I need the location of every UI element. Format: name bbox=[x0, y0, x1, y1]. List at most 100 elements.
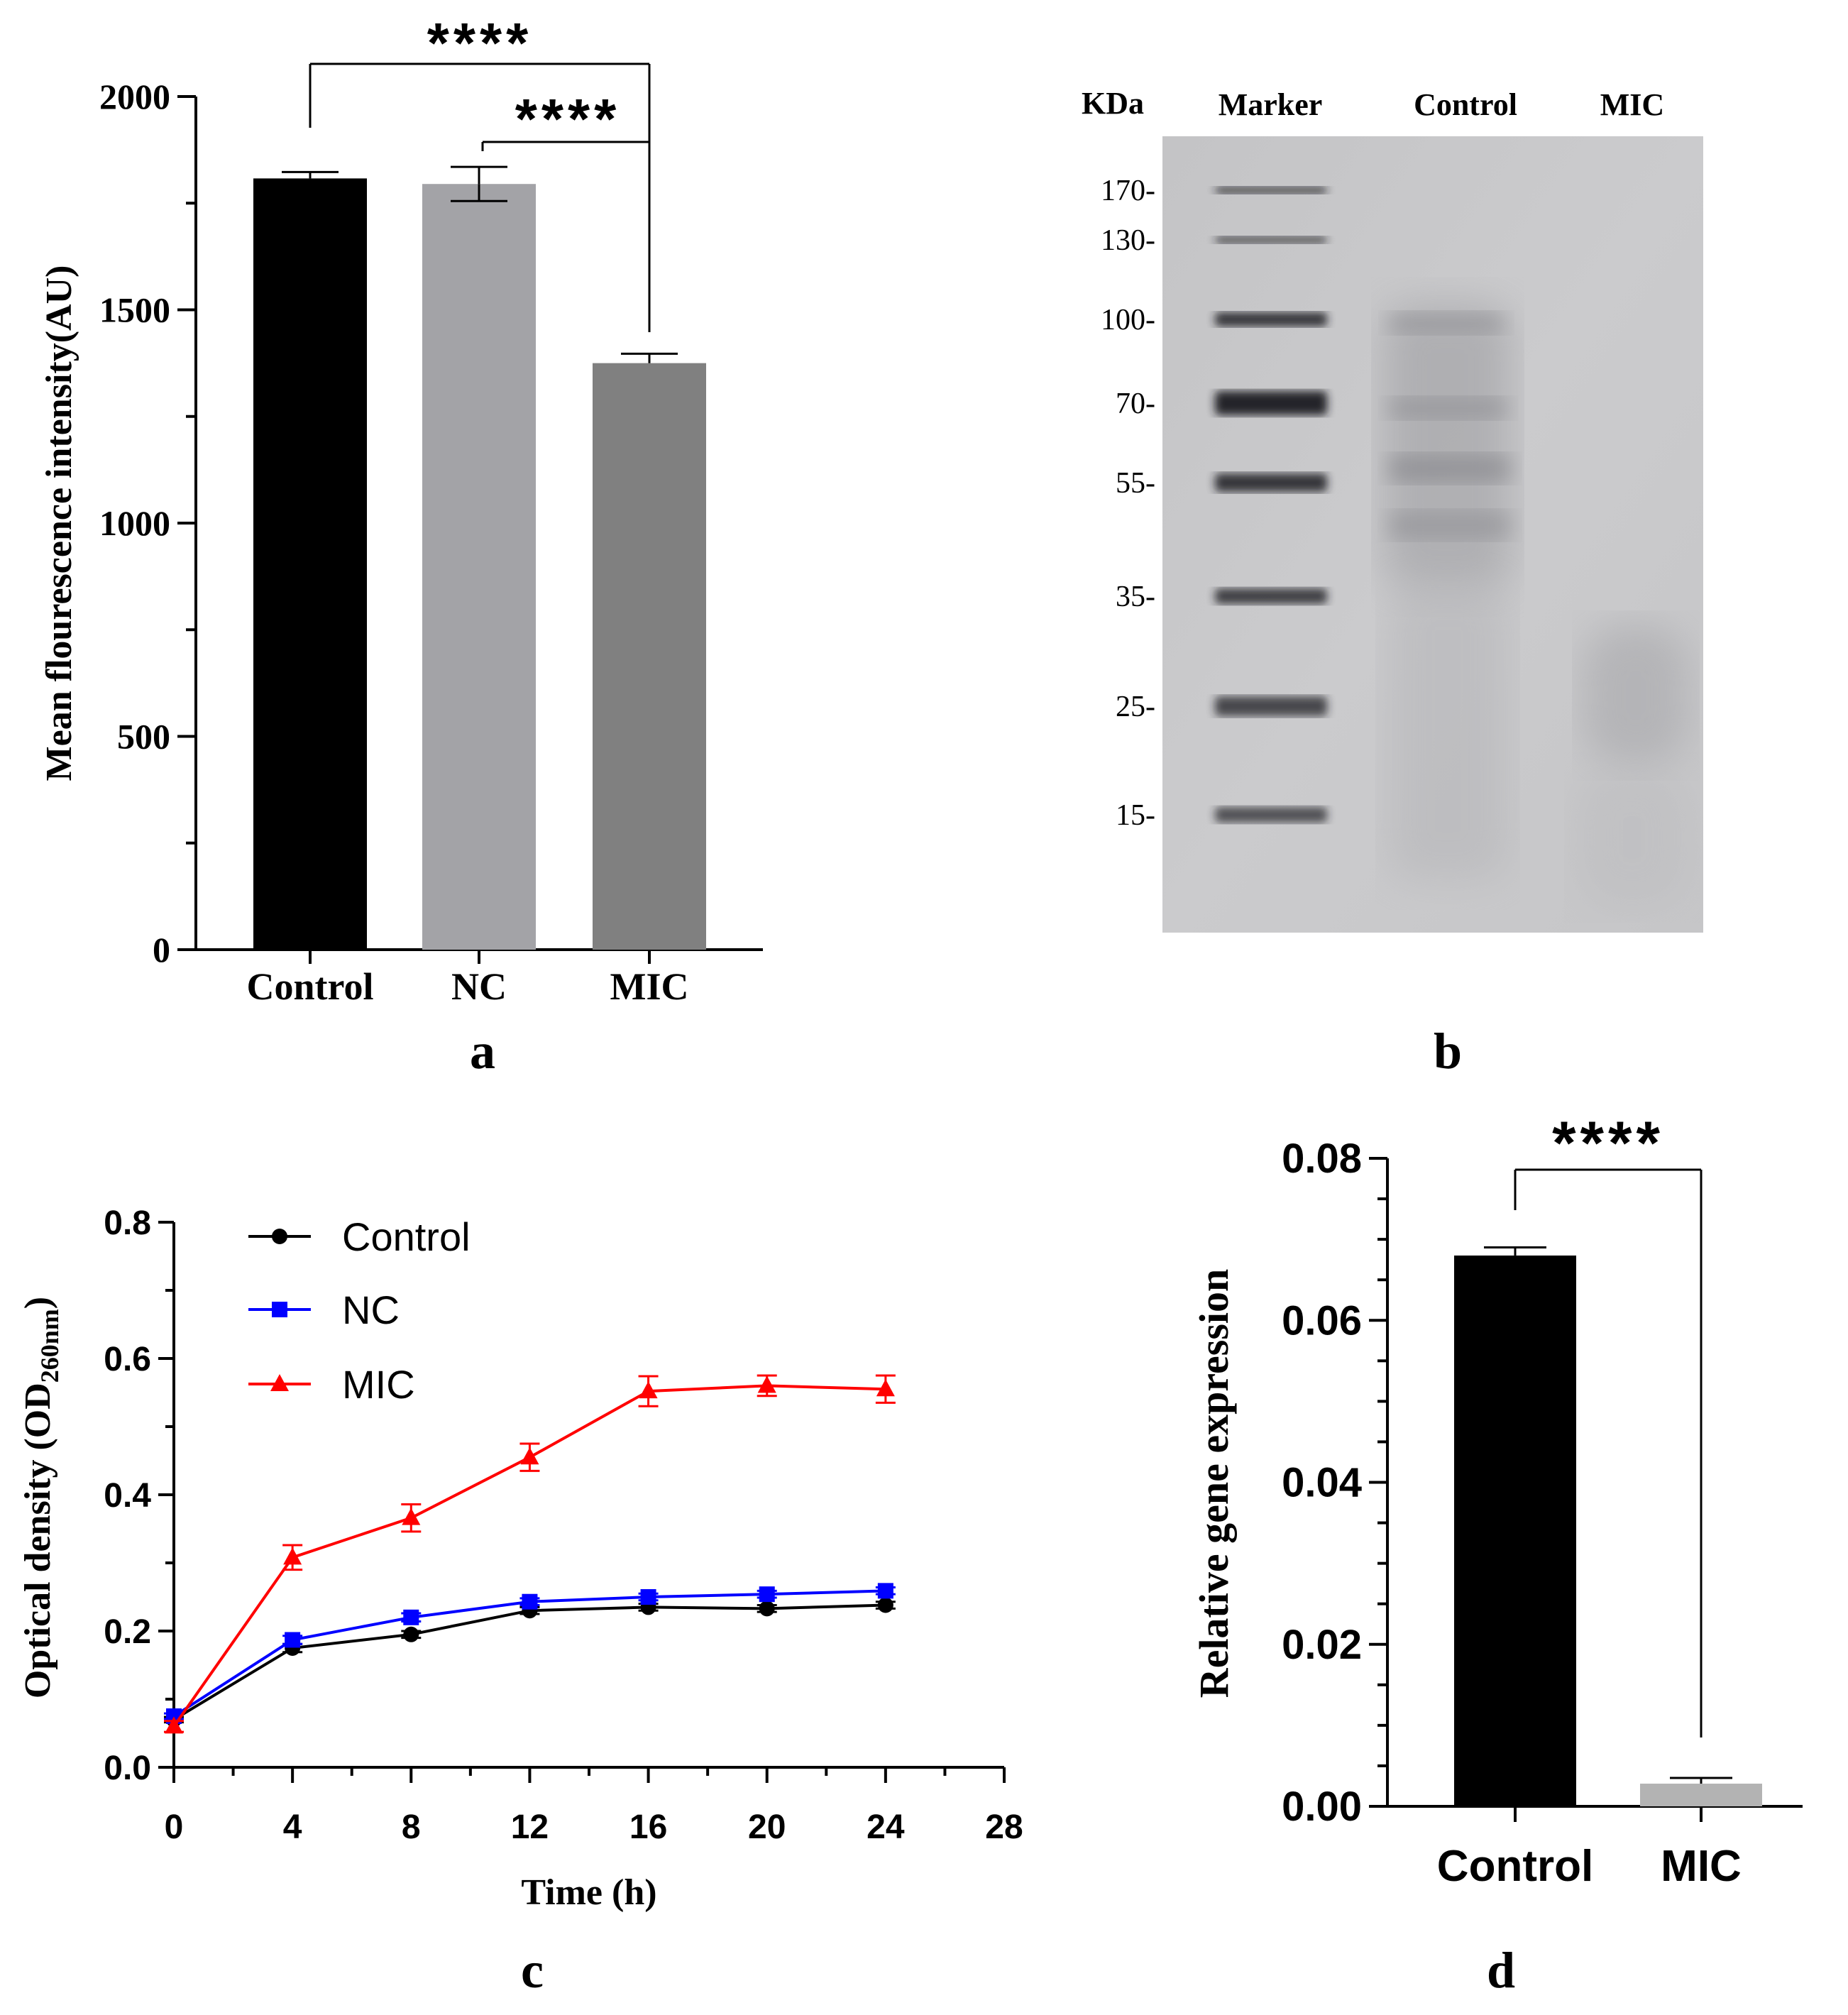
panel-a-bar-chart: 0 500 1000 1500 2000 Mean flourescence intens… bbox=[39, 11, 763, 1008]
gel-lane-label: MIC bbox=[1600, 87, 1664, 122]
data-point-nc bbox=[759, 1586, 775, 1603]
gel-control-band bbox=[1390, 397, 1507, 419]
gel-control-band bbox=[1390, 312, 1503, 334]
marker-size-label: 35- bbox=[1116, 581, 1155, 613]
gel-control-band bbox=[1390, 454, 1510, 483]
y-tick-label: 1000 bbox=[99, 503, 170, 543]
y-tick-label: 0.4 bbox=[104, 1477, 151, 1515]
marker-size-label: 55- bbox=[1116, 467, 1155, 500]
y-tick-label: 0.2 bbox=[104, 1613, 151, 1651]
gel-lane-label: Control bbox=[1414, 87, 1517, 122]
panel-label-b: b bbox=[1434, 1023, 1462, 1080]
x-tick-label: Control bbox=[1437, 1842, 1593, 1891]
panel-c-line-chart: 0.0 0.2 0.4 0.6 0.8 0 4 8 12 16 20 24 28 Time (h) Opti… bbox=[18, 1204, 1023, 1913]
x-tick-label: 16 bbox=[629, 1808, 667, 1846]
panel-d-bar-chart: 0.00 0.02 0.04 0.06 0.08 Relative gene expres… bbox=[1191, 1109, 1803, 1891]
y-tick-label: 0.08 bbox=[1282, 1136, 1362, 1182]
x-tick-label: MIC bbox=[1661, 1842, 1742, 1891]
marker-band bbox=[1215, 588, 1327, 604]
y-tick-label: 0.00 bbox=[1282, 1784, 1362, 1830]
x-tick-label: Control bbox=[246, 965, 373, 1008]
marker-size-label: 100- bbox=[1101, 304, 1155, 336]
bar-mic bbox=[1640, 1784, 1762, 1806]
legend-marker-control bbox=[272, 1229, 287, 1244]
data-point-mic bbox=[283, 1547, 302, 1565]
x-tick-label: MIC bbox=[610, 965, 689, 1008]
data-point-control bbox=[877, 1597, 893, 1613]
gel-unit-label: KDa bbox=[1082, 86, 1144, 121]
x-tick-label: 24 bbox=[867, 1808, 905, 1846]
y-tick-label: 1500 bbox=[99, 290, 170, 330]
gel-mic-lower-smear bbox=[1575, 767, 1689, 908]
data-point-nc bbox=[285, 1632, 301, 1648]
legend-label: NC bbox=[342, 1287, 400, 1332]
bar-nc bbox=[422, 184, 536, 950]
gel-control-band bbox=[1390, 511, 1510, 539]
significance-label: **** bbox=[515, 87, 621, 150]
data-point-nc bbox=[522, 1593, 538, 1610]
marker-band bbox=[1215, 236, 1327, 243]
bar-control bbox=[253, 178, 367, 950]
y-tick-label: 0.0 bbox=[104, 1750, 151, 1787]
legend-label: Control bbox=[342, 1214, 471, 1259]
y-tick-label: 0.06 bbox=[1282, 1297, 1362, 1344]
legend-label: MIC bbox=[342, 1362, 415, 1407]
marker-band bbox=[1215, 696, 1327, 716]
marker-band bbox=[1215, 312, 1327, 326]
x-tick-label: 8 bbox=[402, 1808, 421, 1846]
marker-size-label: 70- bbox=[1116, 388, 1155, 420]
y-axis-label-main: Optical density (OD bbox=[18, 1383, 58, 1698]
marker-band bbox=[1215, 473, 1327, 492]
y-tick-label: 500 bbox=[117, 717, 170, 757]
y-axis-label: Mean flourescence intensity(AU) bbox=[39, 265, 79, 781]
legend-marker-mic bbox=[270, 1374, 289, 1391]
marker-band bbox=[1215, 187, 1327, 194]
y-axis-label-end: ) bbox=[18, 1297, 58, 1309]
y-tick-label: 0.8 bbox=[104, 1204, 151, 1242]
significance-label: **** bbox=[427, 11, 533, 75]
series-line-mic bbox=[172, 1384, 886, 1728]
marker-band bbox=[1215, 807, 1327, 823]
data-point-mic bbox=[402, 1508, 421, 1525]
x-tick-label: 12 bbox=[511, 1808, 549, 1846]
panel-b-gel: KDa Marker Control MIC 170- 130- 100- 70- 55- 35-… bbox=[1082, 86, 1703, 933]
marker-size-label: 170- bbox=[1101, 175, 1155, 207]
data-point-mic bbox=[639, 1381, 658, 1399]
legend-marker-nc bbox=[272, 1302, 287, 1317]
x-tick-label: 20 bbox=[748, 1808, 786, 1846]
gel-control-lower-smear bbox=[1387, 582, 1508, 880]
data-point-mic bbox=[165, 1716, 183, 1734]
marker-band bbox=[1215, 391, 1327, 415]
panel-label-a: a bbox=[470, 1023, 495, 1080]
series-line-control bbox=[172, 1603, 886, 1721]
data-point-control bbox=[403, 1626, 419, 1642]
data-point-mic bbox=[757, 1376, 776, 1393]
y-tick-label: 0 bbox=[153, 930, 170, 970]
x-tick-label: NC bbox=[451, 965, 507, 1008]
significance-label: **** bbox=[1552, 1109, 1664, 1177]
x-tick-label: 0 bbox=[165, 1808, 184, 1846]
y-tick-label: 0.6 bbox=[104, 1341, 151, 1378]
data-point-nc bbox=[403, 1609, 419, 1625]
data-point-mic bbox=[876, 1379, 895, 1397]
y-axis-label-subscript: 260nm bbox=[35, 1309, 64, 1383]
data-point-nc bbox=[877, 1583, 893, 1599]
bar-control bbox=[1454, 1255, 1576, 1806]
y-tick-label: 0.02 bbox=[1282, 1622, 1362, 1668]
y-axis-label: Relative gene expression bbox=[1191, 1269, 1237, 1698]
x-axis-label: Time (h) bbox=[521, 1872, 656, 1913]
y-axis-label: Optical density (OD260nm) bbox=[18, 1297, 64, 1698]
gel-lane-label: Marker bbox=[1219, 87, 1323, 122]
marker-size-label: 130- bbox=[1101, 224, 1155, 257]
panel-label-d: d bbox=[1487, 1942, 1515, 1999]
gel-mic-smear bbox=[1583, 625, 1689, 767]
marker-size-label: 15- bbox=[1116, 799, 1155, 832]
x-tick-label: 28 bbox=[985, 1808, 1023, 1846]
marker-size-label: 25- bbox=[1116, 691, 1155, 723]
y-tick-label: 2000 bbox=[99, 77, 170, 116]
data-point-mic bbox=[520, 1447, 539, 1465]
gel-control-smear bbox=[1384, 305, 1512, 589]
data-point-nc bbox=[640, 1589, 656, 1605]
bar-mic bbox=[593, 363, 706, 950]
